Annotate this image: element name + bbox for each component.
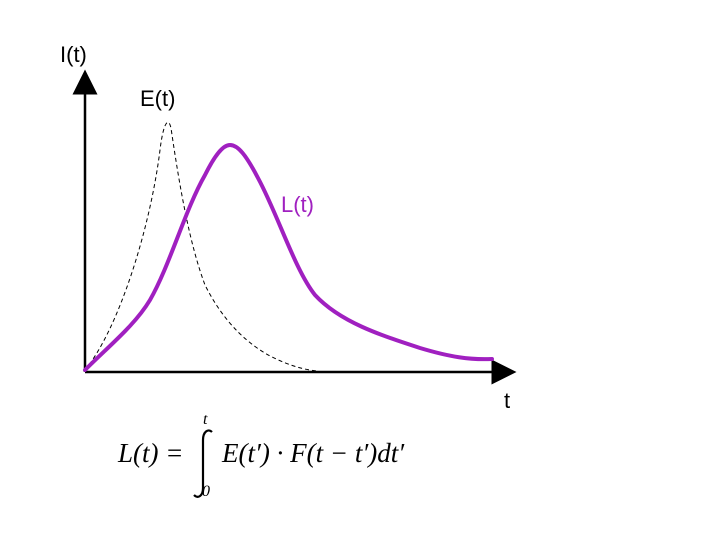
excitation-curve-label: E(t) — [140, 86, 175, 111]
integral-upper-limit: t — [203, 411, 208, 428]
convolution-formula: L(t) = t 0 E(t′) · F(t − t′)dt′ — [117, 411, 405, 500]
y-axis-label: I(t) — [60, 42, 87, 67]
luminescence-curve — [83, 143, 494, 372]
integral-lower-limit: 0 — [202, 483, 210, 500]
formula-integrand: E(t′) · F(t − t′)dt′ — [221, 438, 405, 468]
luminescence-curve-label: L(t) — [281, 192, 314, 217]
x-axis-label: t — [504, 388, 510, 413]
integral-sign — [193, 429, 213, 498]
formula-lhs: L(t) = — [117, 438, 183, 468]
excitation-curve — [84, 121, 319, 372]
